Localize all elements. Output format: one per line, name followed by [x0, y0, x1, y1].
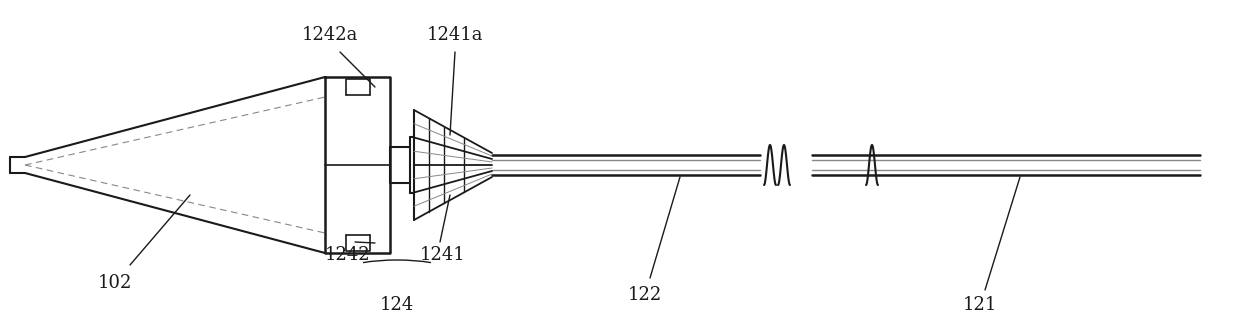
- Text: 1241a: 1241a: [427, 26, 484, 44]
- Text: 124: 124: [379, 296, 414, 314]
- Text: 121: 121: [962, 296, 997, 314]
- Text: 122: 122: [627, 286, 662, 304]
- Text: 1242: 1242: [325, 246, 371, 264]
- Text: 1241: 1241: [420, 246, 466, 264]
- Text: 1242a: 1242a: [301, 26, 358, 44]
- Text: 102: 102: [98, 274, 133, 292]
